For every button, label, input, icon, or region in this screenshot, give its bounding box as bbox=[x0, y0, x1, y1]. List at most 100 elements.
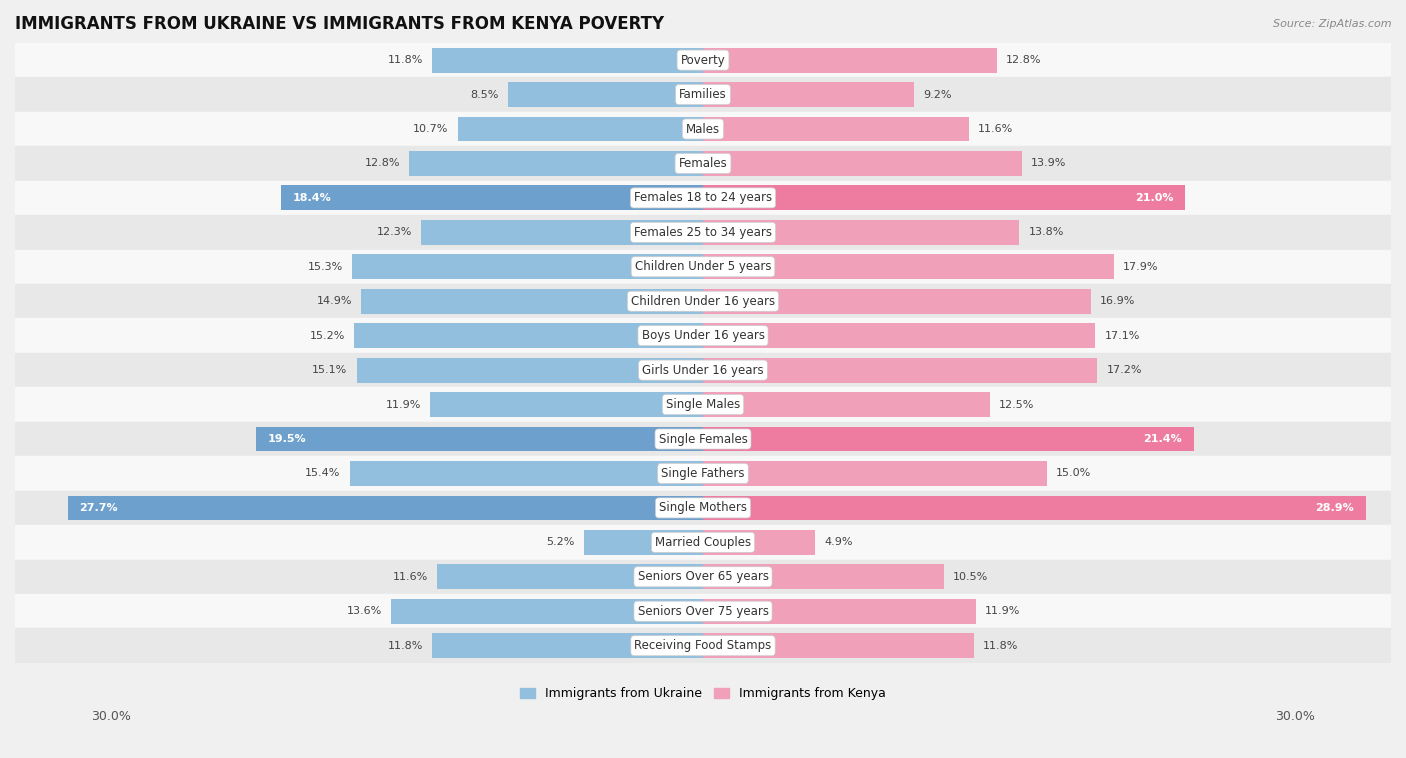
Bar bbox=[15, 318, 1391, 353]
Text: 27.7%: 27.7% bbox=[79, 503, 118, 513]
Bar bbox=[391, 599, 703, 624]
Text: Boys Under 16 years: Boys Under 16 years bbox=[641, 329, 765, 342]
Bar bbox=[357, 358, 703, 383]
Text: Seniors Over 65 years: Seniors Over 65 years bbox=[637, 570, 769, 584]
Text: 15.1%: 15.1% bbox=[312, 365, 347, 375]
Text: Single Females: Single Females bbox=[658, 433, 748, 446]
Bar bbox=[15, 387, 1391, 421]
Bar bbox=[354, 323, 703, 348]
Bar bbox=[67, 496, 703, 520]
Bar bbox=[703, 151, 1022, 176]
Text: 15.3%: 15.3% bbox=[308, 262, 343, 272]
Text: 12.8%: 12.8% bbox=[364, 158, 401, 168]
Bar bbox=[409, 151, 703, 176]
Bar bbox=[703, 427, 1194, 452]
Text: 11.9%: 11.9% bbox=[385, 399, 420, 409]
Text: Seniors Over 75 years: Seniors Over 75 years bbox=[637, 605, 769, 618]
Text: Children Under 5 years: Children Under 5 years bbox=[634, 260, 772, 274]
Bar bbox=[15, 146, 1391, 180]
Bar bbox=[15, 353, 1391, 387]
Text: 30.0%: 30.0% bbox=[91, 709, 131, 723]
Text: 13.6%: 13.6% bbox=[347, 606, 382, 616]
Text: 12.8%: 12.8% bbox=[1005, 55, 1042, 65]
Bar bbox=[15, 628, 1391, 663]
Bar bbox=[433, 48, 703, 73]
Bar bbox=[703, 220, 1019, 245]
Bar bbox=[703, 599, 976, 624]
Text: 11.6%: 11.6% bbox=[979, 124, 1014, 134]
Bar bbox=[433, 633, 703, 658]
Text: Source: ZipAtlas.com: Source: ZipAtlas.com bbox=[1274, 19, 1392, 29]
Bar bbox=[352, 255, 703, 279]
Text: Single Males: Single Males bbox=[666, 398, 740, 411]
Text: 17.1%: 17.1% bbox=[1104, 330, 1140, 340]
Text: 10.7%: 10.7% bbox=[413, 124, 449, 134]
Bar bbox=[703, 186, 1185, 210]
Text: 11.8%: 11.8% bbox=[388, 55, 423, 65]
Bar bbox=[15, 180, 1391, 215]
Text: 30.0%: 30.0% bbox=[1275, 709, 1315, 723]
Text: 9.2%: 9.2% bbox=[924, 89, 952, 99]
Text: 5.2%: 5.2% bbox=[546, 537, 575, 547]
Text: 4.9%: 4.9% bbox=[824, 537, 853, 547]
Bar bbox=[15, 421, 1391, 456]
Bar bbox=[15, 559, 1391, 594]
Text: Girls Under 16 years: Girls Under 16 years bbox=[643, 364, 763, 377]
Text: 8.5%: 8.5% bbox=[471, 89, 499, 99]
Bar bbox=[430, 392, 703, 417]
Bar bbox=[437, 565, 703, 589]
Bar bbox=[703, 117, 969, 142]
Legend: Immigrants from Ukraine, Immigrants from Kenya: Immigrants from Ukraine, Immigrants from… bbox=[520, 687, 886, 700]
Text: 11.6%: 11.6% bbox=[392, 572, 427, 582]
Text: 13.9%: 13.9% bbox=[1031, 158, 1066, 168]
Bar bbox=[703, 530, 815, 555]
Text: 19.5%: 19.5% bbox=[267, 434, 307, 444]
Text: Families: Families bbox=[679, 88, 727, 101]
Bar bbox=[583, 530, 703, 555]
Text: 15.0%: 15.0% bbox=[1056, 468, 1091, 478]
Text: 17.9%: 17.9% bbox=[1122, 262, 1159, 272]
Bar bbox=[703, 358, 1098, 383]
Text: 12.5%: 12.5% bbox=[998, 399, 1035, 409]
Bar bbox=[15, 456, 1391, 490]
Text: IMMIGRANTS FROM UKRAINE VS IMMIGRANTS FROM KENYA POVERTY: IMMIGRANTS FROM UKRAINE VS IMMIGRANTS FR… bbox=[15, 15, 664, 33]
Text: 11.8%: 11.8% bbox=[388, 641, 423, 650]
Text: 18.4%: 18.4% bbox=[292, 193, 332, 203]
Text: Females 18 to 24 years: Females 18 to 24 years bbox=[634, 192, 772, 205]
Text: Single Fathers: Single Fathers bbox=[661, 467, 745, 480]
Text: 17.2%: 17.2% bbox=[1107, 365, 1142, 375]
Bar bbox=[703, 496, 1365, 520]
Bar bbox=[350, 461, 703, 486]
Bar bbox=[703, 633, 973, 658]
Text: 12.3%: 12.3% bbox=[377, 227, 412, 237]
Text: Children Under 16 years: Children Under 16 years bbox=[631, 295, 775, 308]
Text: 10.5%: 10.5% bbox=[953, 572, 988, 582]
Bar bbox=[15, 77, 1391, 111]
Bar bbox=[15, 111, 1391, 146]
Text: 11.8%: 11.8% bbox=[983, 641, 1018, 650]
Text: 11.9%: 11.9% bbox=[986, 606, 1021, 616]
Text: 15.4%: 15.4% bbox=[305, 468, 340, 478]
Text: Males: Males bbox=[686, 123, 720, 136]
Bar bbox=[703, 565, 943, 589]
Bar bbox=[703, 392, 990, 417]
Bar bbox=[703, 48, 997, 73]
Bar bbox=[281, 186, 703, 210]
Bar bbox=[420, 220, 703, 245]
Bar bbox=[15, 284, 1391, 318]
Bar bbox=[703, 323, 1095, 348]
Bar bbox=[703, 82, 914, 107]
Text: Poverty: Poverty bbox=[681, 54, 725, 67]
Text: 21.0%: 21.0% bbox=[1135, 193, 1173, 203]
Text: 16.9%: 16.9% bbox=[1099, 296, 1135, 306]
Text: 28.9%: 28.9% bbox=[1316, 503, 1354, 513]
Bar bbox=[15, 215, 1391, 249]
Text: Females: Females bbox=[679, 157, 727, 170]
Text: 15.2%: 15.2% bbox=[309, 330, 346, 340]
Text: Females 25 to 34 years: Females 25 to 34 years bbox=[634, 226, 772, 239]
Bar bbox=[703, 255, 1114, 279]
Bar bbox=[256, 427, 703, 452]
Text: Married Couples: Married Couples bbox=[655, 536, 751, 549]
Text: 13.8%: 13.8% bbox=[1029, 227, 1064, 237]
Bar bbox=[508, 82, 703, 107]
